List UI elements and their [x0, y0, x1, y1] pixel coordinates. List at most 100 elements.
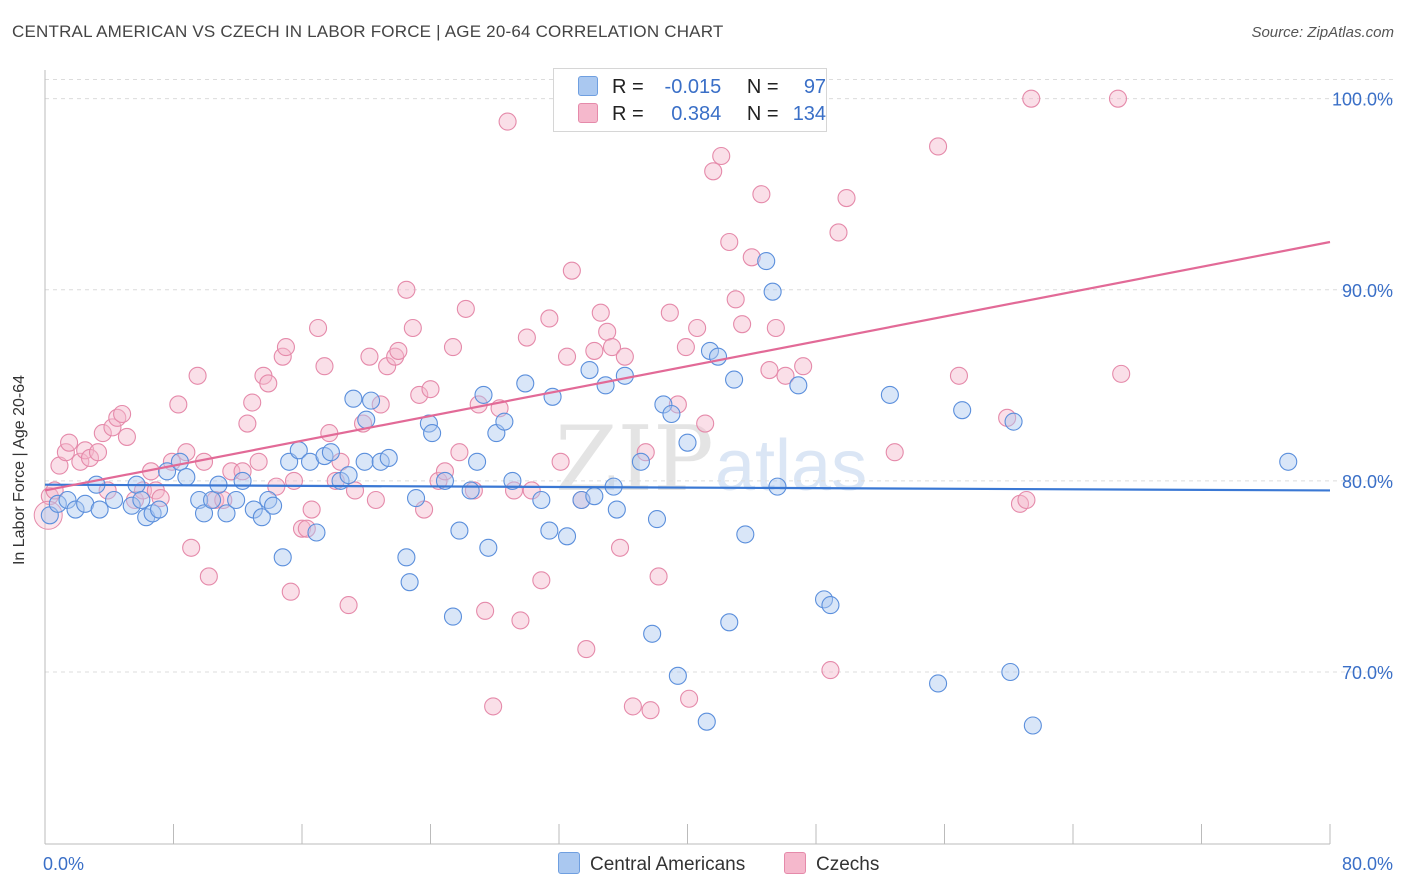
czechs-point [98, 481, 117, 500]
czechs-point [435, 462, 455, 481]
bottom-legend-central-americans: Central Americans [558, 852, 745, 876]
x-tick-label-min: 0.0% [43, 854, 84, 874]
legend-row-central-americans: R = -0.015 N = 97 [578, 76, 826, 100]
czechs-point [71, 452, 90, 471]
czechs-point [1022, 89, 1041, 108]
central-americans-point [259, 490, 278, 510]
central-americans-point [66, 500, 85, 519]
czechs-point [776, 366, 795, 385]
central-americans-point [647, 510, 667, 529]
central-americans-point [105, 490, 124, 510]
czechs-point [243, 393, 262, 412]
czechs-point [443, 338, 463, 357]
legend-n-value: 134 [792, 103, 827, 125]
czechs-point [929, 137, 948, 156]
czechs-point [259, 374, 278, 393]
czechs-point [386, 347, 405, 366]
czechs-point [93, 424, 112, 443]
central-americans-point [397, 548, 416, 567]
central-americans-point [557, 527, 577, 546]
central-americans-point [789, 376, 808, 395]
central-americans-point [170, 452, 189, 471]
bottom-legend-czechs: Czechs [784, 852, 879, 876]
czechs-point [315, 357, 334, 376]
czechs-point [297, 519, 316, 538]
czechs-point [345, 481, 365, 500]
watermark-zip: ZIP [555, 407, 714, 512]
czechs-point [649, 567, 668, 586]
x-tick-label-max: 80.0% [1342, 854, 1393, 874]
czechs-point [1108, 89, 1128, 108]
czechs-point [281, 582, 300, 601]
central-americans-point [122, 496, 141, 515]
y-tick-label: 90.0% [1342, 281, 1393, 301]
central-americans-point [708, 347, 728, 366]
bottom-legend-label: Central Americans [590, 854, 746, 875]
czechs-point [60, 433, 79, 452]
czechs-point [837, 188, 856, 208]
central-americans-point [217, 504, 236, 523]
czechs-point [151, 489, 170, 508]
czechs-point [752, 185, 771, 204]
central-americans-point [194, 504, 214, 523]
central-americans-point [149, 500, 169, 519]
chart-title: CENTRAL AMERICAN VS CZECH IN LABOR FORCE… [12, 22, 724, 41]
legend-n-value: 97 [803, 76, 827, 98]
watermark: ZIP atlas [555, 407, 867, 512]
czechs-point [794, 357, 813, 376]
czechs-point [450, 443, 469, 462]
czechs-point [733, 315, 752, 334]
czechs-point [199, 567, 218, 586]
czechs-point [182, 538, 201, 557]
czechs-point [623, 697, 642, 716]
central-americans-point [419, 414, 438, 433]
czechs-point [532, 571, 551, 590]
czechs-point [249, 452, 268, 471]
central-americans-point [1279, 452, 1298, 471]
czechs-point [821, 661, 840, 680]
legend-swatch-pink [578, 103, 598, 123]
central-americans-point [321, 443, 340, 462]
czechs-point [233, 462, 252, 481]
legend-n-label: N = [746, 76, 779, 98]
czechs-point [680, 689, 699, 708]
czechs-point [403, 318, 422, 338]
central-americans-point [252, 508, 271, 527]
central-americans-point [400, 573, 419, 592]
y-tick-label: 70.0% [1342, 663, 1393, 683]
central-americans-point [357, 410, 376, 429]
central-americans-point [503, 471, 522, 490]
central-americans-point [1023, 716, 1042, 735]
y-tick-label: 80.0% [1342, 472, 1393, 492]
central-americans-point [379, 448, 398, 468]
central-americans-point [233, 471, 252, 490]
czechs-point [360, 347, 379, 366]
central-americans-point [1004, 412, 1023, 431]
czechs-point [557, 347, 577, 366]
czechs-point [704, 162, 723, 181]
czechs-point [602, 338, 622, 357]
czechs-point [397, 280, 416, 299]
czechs-point [56, 443, 75, 462]
central-americans-point [720, 613, 739, 632]
czechs-point [641, 701, 660, 720]
central-americans-point [929, 674, 948, 693]
central-americans-point [1001, 662, 1020, 682]
czechs-point [273, 347, 292, 366]
czechs-point [410, 385, 429, 404]
czechs-point [688, 318, 707, 338]
central-americans-point [763, 282, 782, 301]
czechs-point [598, 322, 617, 341]
czechs-trend-line [44, 240, 1331, 492]
central-americans-point [227, 490, 246, 510]
central-americans-point [339, 466, 358, 485]
czechs-point [1017, 490, 1036, 510]
central-americans-point [668, 666, 687, 685]
czechs-point [726, 290, 745, 309]
legend-row-czechs: R = 0.384 N = 134 [578, 103, 826, 127]
central-americans-point [423, 424, 442, 443]
czechs-point [371, 395, 390, 414]
czechs-point [366, 490, 385, 510]
central-americans-point [607, 500, 626, 519]
central-americans-point [643, 624, 662, 643]
